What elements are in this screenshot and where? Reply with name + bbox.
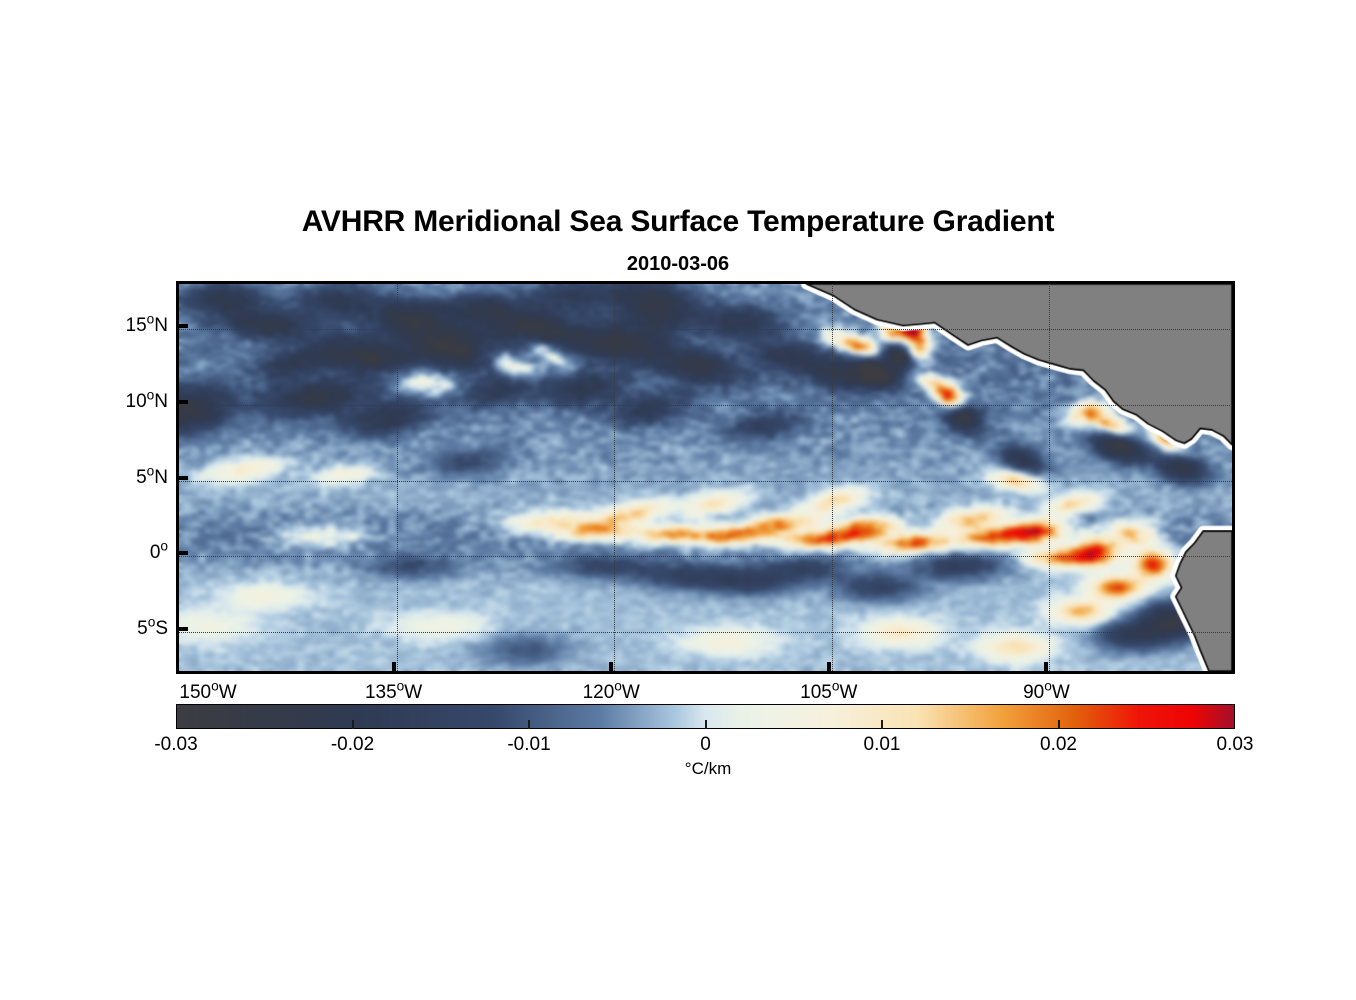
gridline-lat (179, 631, 1232, 633)
colorbar-unit-label: °C/km (684, 759, 732, 778)
colorbar-tick-label-5: 0.02 (1040, 734, 1077, 755)
colorbar-tick-label-6: 0.03 (1216, 734, 1254, 755)
gridline-lat (179, 329, 1232, 331)
latitude-tick-label-4: 5oS (137, 614, 168, 639)
colorbar (176, 704, 1235, 729)
colorbar-tick-mark (704, 720, 707, 729)
gridline-lon (831, 284, 833, 671)
latitude-tick-mark (177, 626, 188, 631)
longitude-tick-label-1: 135oW (364, 678, 423, 703)
colorbar-tick-mark (881, 720, 883, 729)
colorbar-tick-mark (1057, 720, 1060, 729)
latitude-tick-mark (177, 475, 188, 480)
colorbar-tick-label-1: -0.02 (330, 734, 375, 755)
latitude-tick-mark (177, 324, 188, 329)
latitude-tick-mark (177, 551, 188, 556)
sst-gradient-heatmap (179, 284, 1232, 671)
longitude-tick-label-3: 105oW (800, 678, 858, 703)
figure-subtitle: 2010-03-06 (626, 253, 730, 275)
gridline-lon (1049, 284, 1051, 671)
longitude-tick-label-2: 120oW (582, 678, 640, 703)
colorbar-tick-label-2: -0.01 (507, 734, 551, 755)
latitude-tick-label-0: 15oN (125, 312, 168, 337)
longitude-tick-mark (609, 662, 614, 673)
gridline-lat (179, 404, 1232, 406)
longitude-tick-mark (1044, 662, 1049, 673)
map-axes (176, 281, 1235, 674)
gridline-lon (614, 284, 616, 671)
longitude-tick-label-4: 90oW (1023, 678, 1070, 703)
longitude-tick-mark (826, 662, 831, 673)
longitude-tick-label-0: 150oW (179, 678, 237, 703)
latitude-tick-label-3: 0o (149, 538, 168, 564)
latitude-tick-label-2: 5oN (136, 463, 168, 488)
longitude-tick-mark (391, 662, 396, 673)
gridline-lat (179, 480, 1232, 482)
colorbar-tick-mark (528, 720, 530, 729)
colorbar-tick-label-0: -0.03 (154, 734, 198, 755)
colorbar-tick-label-3: 0 (700, 734, 711, 755)
colorbar-tick-label-4: 0.01 (863, 734, 901, 755)
gridline-lat (179, 556, 1232, 558)
latitude-tick-label-1: 10oN (125, 387, 168, 412)
colorbar-tick-mark (351, 720, 354, 729)
gridline-lon (396, 284, 398, 671)
latitude-tick-mark (177, 399, 188, 404)
page-title: AVHRR Meridional Sea Surface Temperature… (301, 205, 1055, 238)
